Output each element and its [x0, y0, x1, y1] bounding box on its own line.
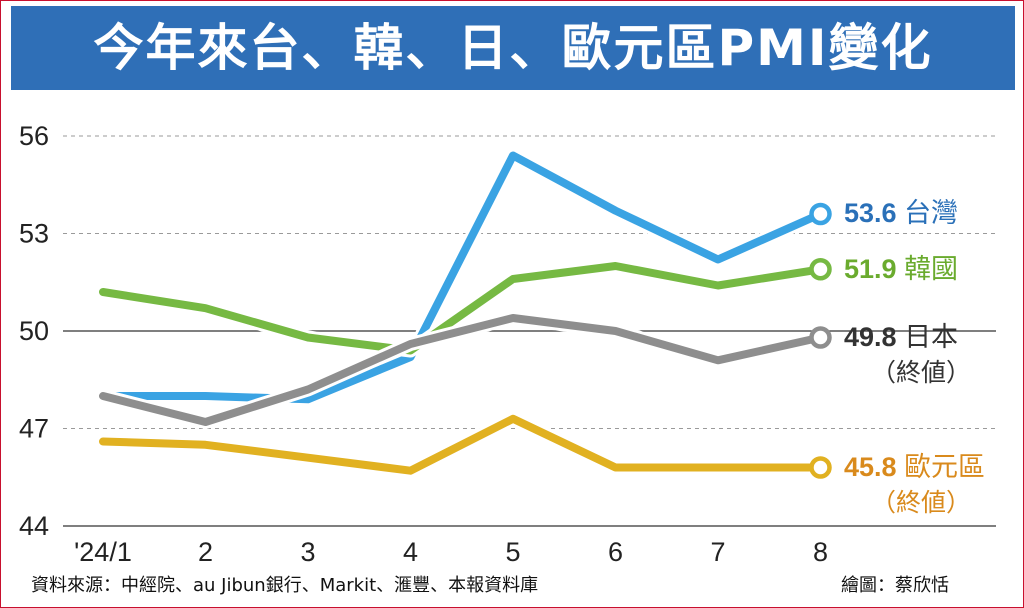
end-value: 53.6: [844, 198, 904, 228]
end-value: 45.8: [844, 452, 904, 482]
gridlines: [63, 135, 996, 527]
title-bar: 今年來台、韓、日、歐元區PMI變化: [11, 6, 1015, 90]
series-lines: [96, 148, 832, 479]
x-tick-label: 3: [300, 537, 315, 567]
end-marker: [809, 258, 832, 281]
x-tick-label: 4: [403, 537, 418, 567]
end-label-note: （終値）: [871, 488, 971, 517]
y-tick-label: 56: [19, 121, 49, 151]
end-series-name: 歐元區: [904, 452, 985, 483]
x-tick-label: '24/1: [74, 537, 132, 567]
series-line-歐元區: [99, 414, 825, 475]
end-value: 49.8: [844, 322, 904, 352]
series-line-日本: [99, 314, 825, 426]
x-tick-label: 2: [198, 537, 213, 567]
end-label-日本: 49.8 日本: [844, 322, 958, 353]
y-tick-label: 47: [19, 414, 49, 444]
x-tick-label: 8: [813, 537, 828, 567]
end-label-note: （終値）: [871, 358, 971, 387]
end-label-台灣: 53.6 台灣: [844, 198, 958, 229]
credit-note: 繪圖：蔡欣恬: [841, 575, 949, 596]
x-tick-label: 5: [505, 537, 520, 567]
series-line-韓國: [99, 262, 825, 355]
y-tick-labels: 44 47 50 53 56: [19, 121, 49, 541]
series-line-台灣: [99, 151, 825, 404]
x-tick-label: 6: [608, 537, 623, 567]
x-tick-label: 7: [710, 537, 725, 567]
end-value: 51.9: [844, 254, 904, 284]
x-tick-labels: '24/1 2 3 4 5 6 7 8: [74, 537, 828, 567]
end-series-name: 韓國: [904, 254, 958, 285]
y-tick-label: 44: [19, 511, 49, 541]
end-series-name: 日本: [904, 322, 958, 353]
end-marker: [809, 202, 832, 226]
end-label-韓國: 51.9 韓國: [844, 254, 958, 285]
end-label-歐元區: 45.8 歐元區: [844, 452, 985, 483]
end-marker: [809, 456, 832, 479]
chart-title: 今年來台、韓、日、歐元區PMI變化: [93, 19, 933, 77]
y-tick-label: 53: [19, 219, 49, 249]
y-tick-label: 50: [19, 316, 49, 346]
source-note: 資料來源：中經院、au Jibun銀行、Markit、滙豐、本報資料庫: [31, 575, 539, 596]
end-marker: [809, 326, 832, 349]
end-series-name: 台灣: [904, 198, 958, 229]
